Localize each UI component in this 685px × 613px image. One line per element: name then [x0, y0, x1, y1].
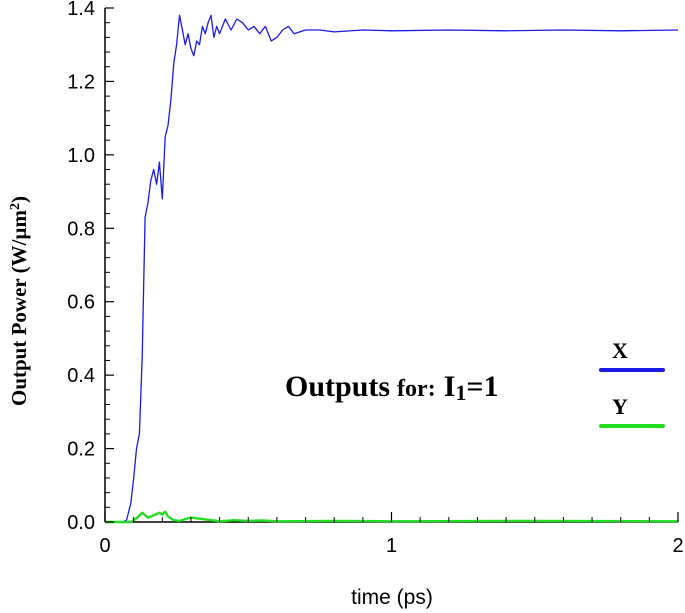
plot-frame: [104, 8, 678, 523]
y-tick-label: 0.4: [67, 365, 95, 387]
legend-label-x: X: [612, 338, 628, 363]
y-tick-label: 1.2: [67, 71, 95, 93]
y-tick-label: 0.0: [67, 512, 95, 534]
y-axis-title: Output Power (W/µm2): [7, 196, 31, 406]
x-axis-title: time (ps): [351, 586, 433, 609]
annotation-var: I: [444, 370, 456, 403]
y-axis-title-main: Output Power (W/µm: [7, 209, 31, 406]
series-layer: [105, 14, 679, 524]
y-axis-title-close: ): [7, 196, 31, 203]
annotation-sub: 1: [455, 380, 466, 405]
legend-label-y: Y: [612, 394, 628, 419]
y-tick-label: 0.8: [67, 218, 95, 240]
y-tick-label: 1.0: [67, 145, 95, 167]
y-tick-label: 0.6: [67, 292, 95, 314]
axis-layer: 0.0 0.2 0.4 0.6 0.8 1.0 1.2 1.4 0 1 2: [67, 0, 683, 557]
series-line-x: [105, 14, 679, 523]
chart-annotation: Outputs for: I1=1: [285, 370, 498, 405]
y-axis-title-superscript: 2: [8, 203, 23, 210]
x-tick-label: 1: [386, 535, 397, 557]
annotation-small: for:: [397, 376, 436, 402]
legend: XY: [599, 338, 665, 428]
y-tick-label: 0.2: [67, 439, 95, 461]
x-tick-label: 0: [99, 535, 110, 557]
annotation-eq: =1: [466, 370, 498, 403]
x-tick-label: 2: [672, 535, 683, 557]
y-tick-label: 1.4: [67, 0, 95, 20]
annotation-main: Outputs: [285, 370, 390, 403]
